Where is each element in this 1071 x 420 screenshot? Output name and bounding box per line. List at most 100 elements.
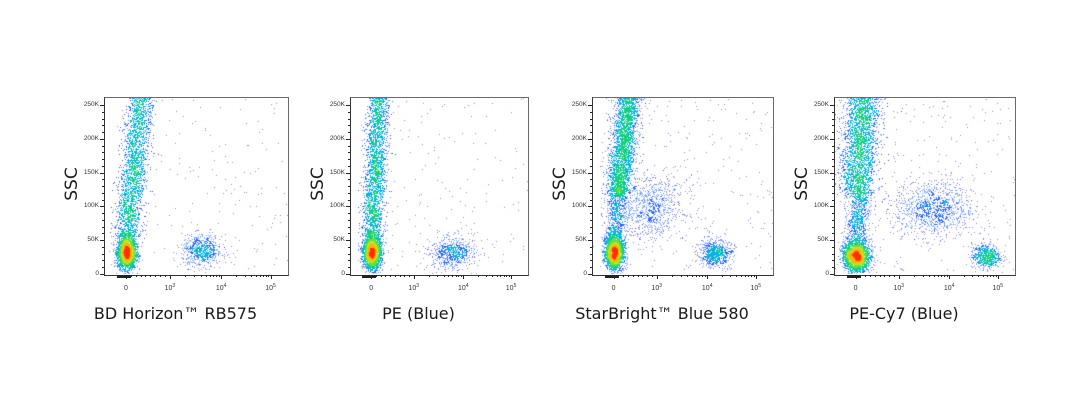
x-minor-tick [637,275,639,277]
x-minor-tick [200,275,202,277]
x-tick-label: 104 [453,283,473,292]
x-tick-base: 0 [369,285,374,292]
y-minor-tick [102,145,104,147]
y-minor-tick [348,111,350,113]
x-minor-tick [972,275,974,277]
x-minor-tick [913,275,915,277]
x-tick-exponent: 5 [1000,283,1004,289]
x-minor-tick [753,275,755,277]
y-minor-tick [348,199,350,201]
x-minor-tick [884,275,886,277]
y-minor-tick [102,186,104,188]
y-major-tick [588,274,592,275]
y-tick-label: 250K [329,101,345,109]
x-minor-tick [721,275,723,277]
y-tick-label: 250K [571,101,587,109]
y-major-tick [346,105,350,107]
x-minor-tick [404,275,406,277]
x-linear-region-ticks [604,275,619,278]
x-minor-tick [508,275,510,277]
x-minor-tick [443,275,445,277]
x-tick-label: 105 [988,283,1008,292]
x-minor-tick [748,275,750,277]
y-minor-tick [102,111,104,113]
y-tick-label: 0 [95,270,99,277]
x-minor-tick [145,275,147,277]
x-minor-tick [262,275,264,277]
x-tick-exponent: 3 [659,283,663,289]
y-tick-label: 200K [83,134,99,142]
x-minor-tick [486,275,488,277]
y-minor-tick [832,246,834,248]
y-minor-tick [832,253,834,255]
x-linear-region-ticks [362,275,377,278]
y-minor-tick [590,159,592,161]
x-minor-tick [751,275,753,277]
x-minor-tick [745,275,747,277]
y-minor-tick [348,253,350,255]
density-plot-area [592,97,774,276]
x-minor-tick [963,275,965,277]
y-minor-tick [348,246,350,248]
x-minor-tick [268,275,270,277]
x-minor-tick [394,275,396,277]
x-tick-exponent: 3 [416,283,419,289]
y-minor-tick [348,179,350,181]
y-major-tick [100,240,104,242]
y-minor-tick [590,145,592,147]
x-minor-tick [380,275,382,277]
y-minor-tick [102,152,104,154]
y-major-tick [830,138,834,140]
x-minor-tick [993,275,995,277]
x-minor-tick [255,275,257,277]
y-tick-label: 0 [825,270,829,277]
y-tick-label: 100K [571,202,587,210]
x-major-tick [997,275,999,279]
x-tick-base: 10 [651,285,660,292]
x-minor-tick [492,275,494,277]
x-minor-tick [692,275,694,277]
y-minor-tick [832,260,834,262]
x-tick-base: 10 [750,285,759,292]
x-tick-label: 103 [160,283,180,292]
x-minor-tick [730,275,732,277]
x-linear-region-ticks [846,275,861,278]
x-minor-tick [934,275,936,277]
x-minor-tick [216,275,218,277]
y-minor-tick [102,165,104,167]
y-minor-tick [590,179,592,181]
x-tick-base: 10 [992,285,1001,292]
y-tick-label: 50K [817,236,829,244]
y-minor-tick [590,253,592,255]
y-tick-label: 200K [571,134,587,142]
y-minor-tick [102,213,104,215]
x-linear-region-ticks [116,275,131,278]
y-minor-tick [348,213,350,215]
x-minor-tick [185,275,187,277]
y-minor-tick [102,219,104,221]
y-minor-tick [832,186,834,188]
x-minor-tick [978,275,980,277]
y-minor-tick [832,179,834,181]
x-tick-label: 0 [604,283,624,292]
x-major-tick [898,275,900,279]
x-tick-base: 10 [893,285,902,292]
y-tick-label: 50K [575,236,587,244]
y-major-tick [830,105,834,107]
x-minor-tick [506,275,508,277]
x-major-tick [169,275,171,279]
x-minor-tick [870,275,871,277]
x-minor-tick [741,275,743,277]
x-minor-tick [375,275,377,277]
x-minor-tick [702,275,704,277]
x-minor-tick [696,275,698,277]
y-major-tick [830,172,834,174]
y-tick-label: 0 [341,270,345,277]
y-major-tick [588,105,592,107]
x-minor-tick [628,275,629,277]
y-minor-tick [102,253,104,255]
y-minor-tick [832,111,834,113]
x-minor-tick [259,275,261,277]
y-minor-tick [348,186,350,188]
x-minor-tick [218,275,220,277]
